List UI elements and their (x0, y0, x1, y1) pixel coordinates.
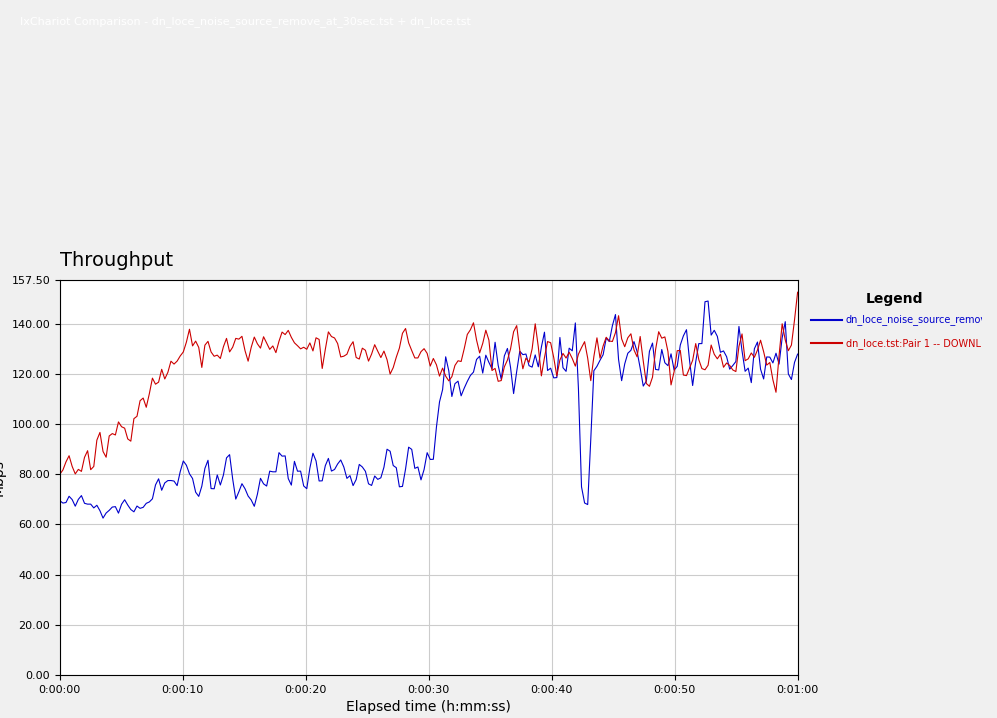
dn_loce_noise_source_remove (85, 500, 97, 508)
dn_loce.tst:Pair 1 -- DOWNLIN (171, 357, 183, 365)
dn_loce.tst:Pair 1 -- DOWNLIN (541, 337, 553, 346)
dn_loce.tst:Pair 1 -- DOWNLIN (85, 465, 97, 474)
X-axis label: Elapsed time (h:mm:ss): Elapsed time (h:mm:ss) (346, 700, 511, 714)
dn_loce_noise_source_remove (746, 378, 758, 387)
dn_loce_noise_source_remove (107, 503, 119, 511)
dn_loce_noise_source_remove (792, 350, 804, 358)
Text: dn_loce_noise_source_remove: dn_loce_noise_source_remove (845, 314, 993, 325)
Text: IxChariot Comparison - dn_loce_noise_source_remove_at_30sec.tst + dn_loce.tst: IxChariot Comparison - dn_loce_noise_sou… (20, 16, 471, 27)
Y-axis label: Mbps: Mbps (0, 459, 6, 496)
dn_loce.tst:Pair 1 -- DOWNLIN (792, 288, 804, 297)
dn_loce.tst:Pair 1 -- DOWNLIN (739, 356, 751, 365)
dn_loce_noise_source_remove (307, 449, 319, 457)
Line: dn_loce.tst:Pair 1 -- DOWNLIN: dn_loce.tst:Pair 1 -- DOWNLIN (60, 292, 798, 475)
Text: dn_loce.tst:Pair 1 -- DOWNLIN: dn_loce.tst:Pair 1 -- DOWNLIN (845, 337, 991, 349)
dn_loce.tst:Pair 1 -- DOWNLIN (304, 339, 316, 348)
dn_loce_noise_source_remove (54, 496, 66, 505)
dn_loce_noise_source_remove (544, 364, 556, 373)
Line: dn_loce_noise_source_remove: dn_loce_noise_source_remove (60, 301, 798, 518)
dn_loce.tst:Pair 1 -- DOWNLIN (104, 432, 116, 440)
Text: Throughput: Throughput (60, 251, 172, 270)
Text: Legend: Legend (866, 292, 923, 306)
dn_loce.tst:Pair 1 -- DOWNLIN (54, 470, 66, 479)
dn_loce_noise_source_remove (97, 514, 109, 523)
dn_loce_noise_source_remove (702, 297, 714, 305)
dn_loce_noise_source_remove (174, 467, 186, 476)
